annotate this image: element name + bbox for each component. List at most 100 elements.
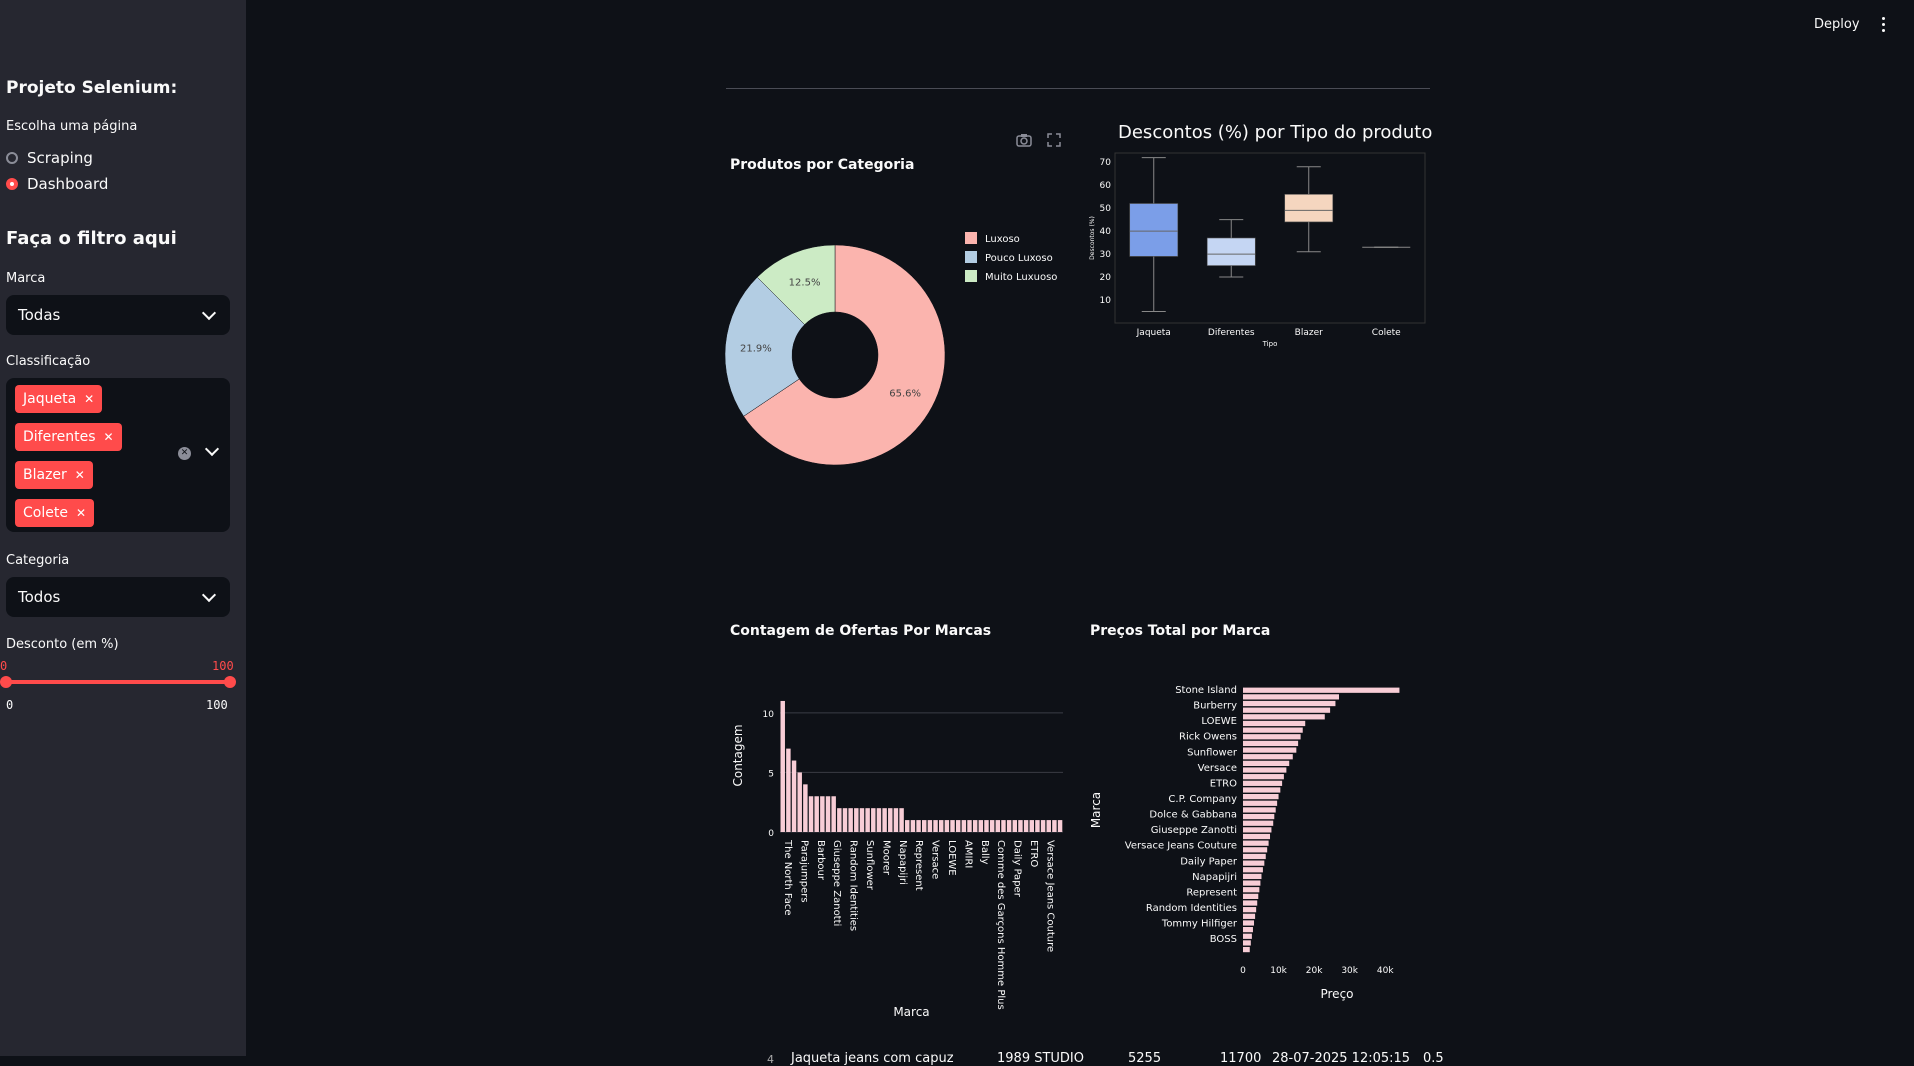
bar [871,808,876,832]
y-tick-label: 10 [1100,296,1112,306]
marca-label: Marca [6,271,46,286]
classificacao-multiselect[interactable]: Jaqueta ✕ Diferentes ✕ Blazer ✕ Colete ✕ ✕ [6,378,230,532]
sidebar: Projeto Selenium: Escolha uma página Scr… [0,0,246,1056]
bar [1243,927,1253,933]
x-tick-label: Represent [913,840,924,891]
bar [1243,827,1272,833]
bar [944,820,950,832]
bar [1243,820,1274,826]
bar [820,796,825,832]
remove-tag-icon[interactable]: ✕ [84,392,95,406]
clear-all-icon[interactable]: ✕ [178,447,191,460]
bar [1012,820,1018,832]
bar [803,784,808,832]
bar [1006,820,1012,832]
bar [955,820,961,832]
remove-tag-icon[interactable]: ✕ [74,468,85,482]
count-bar-chart: 0 5 10 The North Face Parajumpers Barbour Gius… [731,700,1063,1019]
bar [1243,767,1287,773]
chevron-down-icon[interactable] [201,587,217,602]
x-tick-label: Parajumpers [798,840,809,903]
tag-colete[interactable]: Colete ✕ [15,499,95,527]
tag-jaqueta[interactable]: Jaqueta ✕ [15,385,103,413]
x-tick-label: Napapijri [897,840,908,885]
pie-slice [756,244,836,325]
categoria-select-value: Todos [18,588,61,606]
slider-min-handle[interactable] [0,676,12,688]
categoria-label: Categoria [6,553,70,568]
tag-label: Blazer [23,467,67,483]
legend-label: Pouco Luxoso [985,253,1053,264]
box-chart-title: Descontos (%) por Tipo do produto [1118,122,1433,143]
remove-tag-icon[interactable]: ✕ [103,430,114,444]
bar [1243,887,1260,893]
bar [1243,694,1339,700]
radio-scraping[interactable]: Scraping [6,149,93,167]
y-axis-label: Descontos (%) [1089,216,1096,260]
bar [1243,833,1271,840]
x-tick-label: 0 [1240,966,1246,976]
bar [1243,840,1269,846]
legend-swatch [965,270,977,282]
y-axis-label: Contagem [731,724,745,786]
radio-dashboard[interactable]: Dashboard [6,175,108,193]
y-tick-label: C.P. Company [1168,794,1237,805]
x-tick-label: Comme des Garçons Homme Plus [995,840,1006,1010]
x-tick-label: 40k [1377,966,1394,976]
bar [1243,774,1284,780]
cell-product: Jaqueta jeans com capuz [791,1051,954,1066]
camera-icon[interactable] [1016,133,1032,147]
x-tick-label: Colete [1372,328,1401,338]
chevron-down-icon[interactable] [204,441,220,457]
tag-diferentes[interactable]: Diferentes ✕ [15,423,122,451]
x-tick-label: 10k [1270,966,1287,976]
x-axis-label: Preço [1320,987,1353,1001]
box-rect [1129,203,1179,257]
cell-date: 28-07-2025 12:05:15 [1272,1051,1411,1066]
y-tick-label: 0 [768,829,774,839]
box-plot: 10 20 30 40 50 60 70 Jaqueta Diferentes Blazer Col… [1089,152,1426,348]
x-axis-label: Marca [893,1005,929,1019]
y-tick-label: 20 [1100,273,1112,283]
y-tick-label: Dolce & Gabbana [1149,810,1237,821]
bar [1243,907,1257,913]
bar [933,820,938,832]
bar [950,820,955,832]
discount-slider-track[interactable] [6,680,230,684]
fullscreen-icon[interactable] [1047,133,1061,147]
bar [978,820,984,832]
x-tick-label: Sunflower [864,840,875,891]
bar [1243,880,1261,886]
bar [1243,900,1258,906]
bar [1052,820,1057,832]
y-tick-label: 5 [768,769,774,779]
bar [876,808,882,832]
bar [893,808,899,832]
sidebar-resize-handle[interactable] [246,0,252,1066]
marca-select[interactable]: Todas [6,295,230,335]
box-rect [1284,194,1334,223]
bar [961,820,967,832]
cell-col6: 0.5 [1423,1051,1444,1066]
y-tick-label: BOSS [1210,934,1237,945]
legend-label: Luxoso [985,234,1020,245]
slider-max-handle[interactable] [224,676,236,688]
y-tick-label: Burberry [1193,701,1237,712]
bar [797,772,802,832]
pie-slice [724,276,805,417]
bar [1243,727,1303,733]
remove-tag-icon[interactable]: ✕ [75,506,87,520]
y-tick-label: Random Identities [1146,903,1237,914]
y-tick-label: Napapijri [1192,872,1237,883]
tag-label: Jaqueta [23,391,77,407]
bar [910,820,916,832]
radio-circle-icon[interactable] [6,152,18,164]
deploy-button[interactable]: Deploy [1814,17,1860,32]
radio-selected-icon[interactable] [6,178,18,190]
bar [1243,714,1325,720]
chevron-down-icon[interactable] [201,305,217,320]
tag-blazer[interactable]: Blazer ✕ [15,461,93,489]
categoria-select[interactable]: Todos [6,577,230,617]
main-menu-icon[interactable] [1882,17,1886,32]
box-rect [1206,237,1256,266]
